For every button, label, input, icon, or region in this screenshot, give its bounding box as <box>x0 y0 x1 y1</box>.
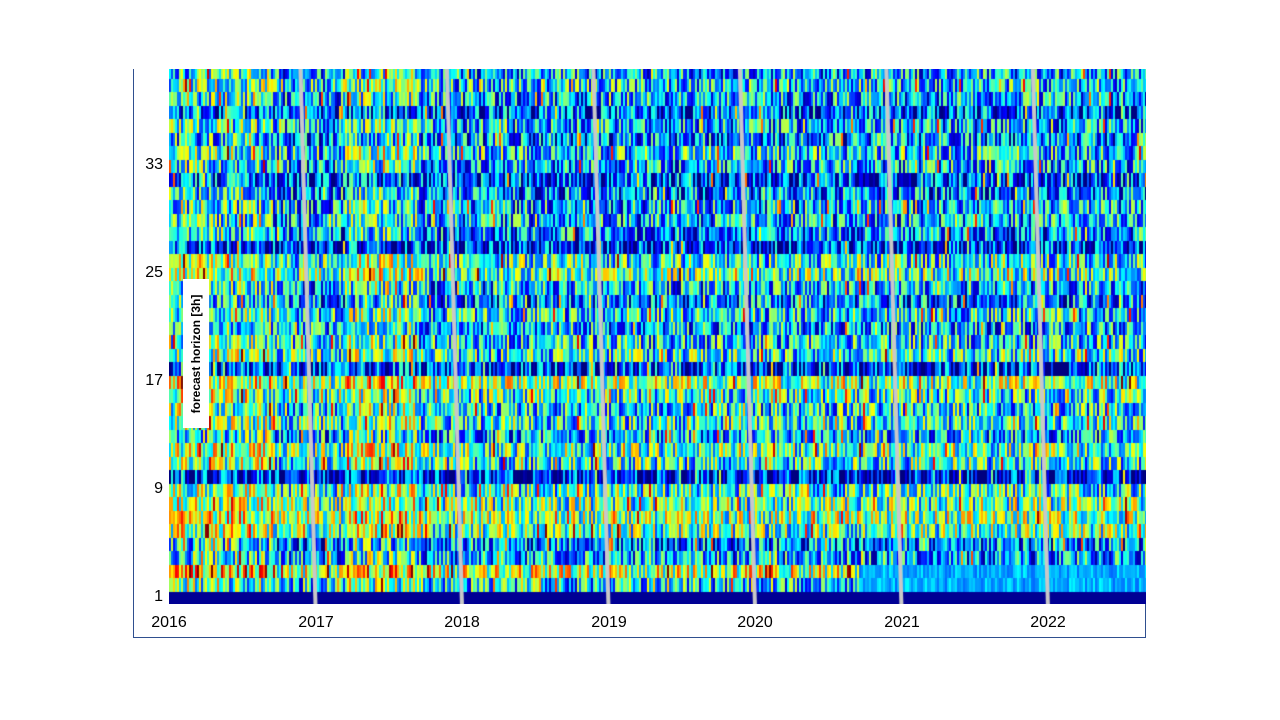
y-tick-label: 33 <box>145 156 163 173</box>
x-tick-label: 2018 <box>444 614 480 631</box>
x-tick-label: 2019 <box>591 614 627 631</box>
x-tick-label: 2017 <box>298 614 334 631</box>
x-tick-label: 2016 <box>151 614 187 631</box>
y-tick-label: 17 <box>145 372 163 389</box>
x-tick-label: 2021 <box>884 614 920 631</box>
y-tick-label: 25 <box>145 264 163 281</box>
y-tick-label: 1 <box>154 588 163 605</box>
x-tick-label: 2022 <box>1030 614 1066 631</box>
x-tick-label: 2020 <box>737 614 773 631</box>
heatmap <box>169 69 1146 604</box>
y-axis-label-box: forecast horizon [3h] <box>183 279 209 428</box>
y-axis-label: forecast horizon [3h] <box>189 294 203 413</box>
y-tick-label: 9 <box>154 480 163 497</box>
